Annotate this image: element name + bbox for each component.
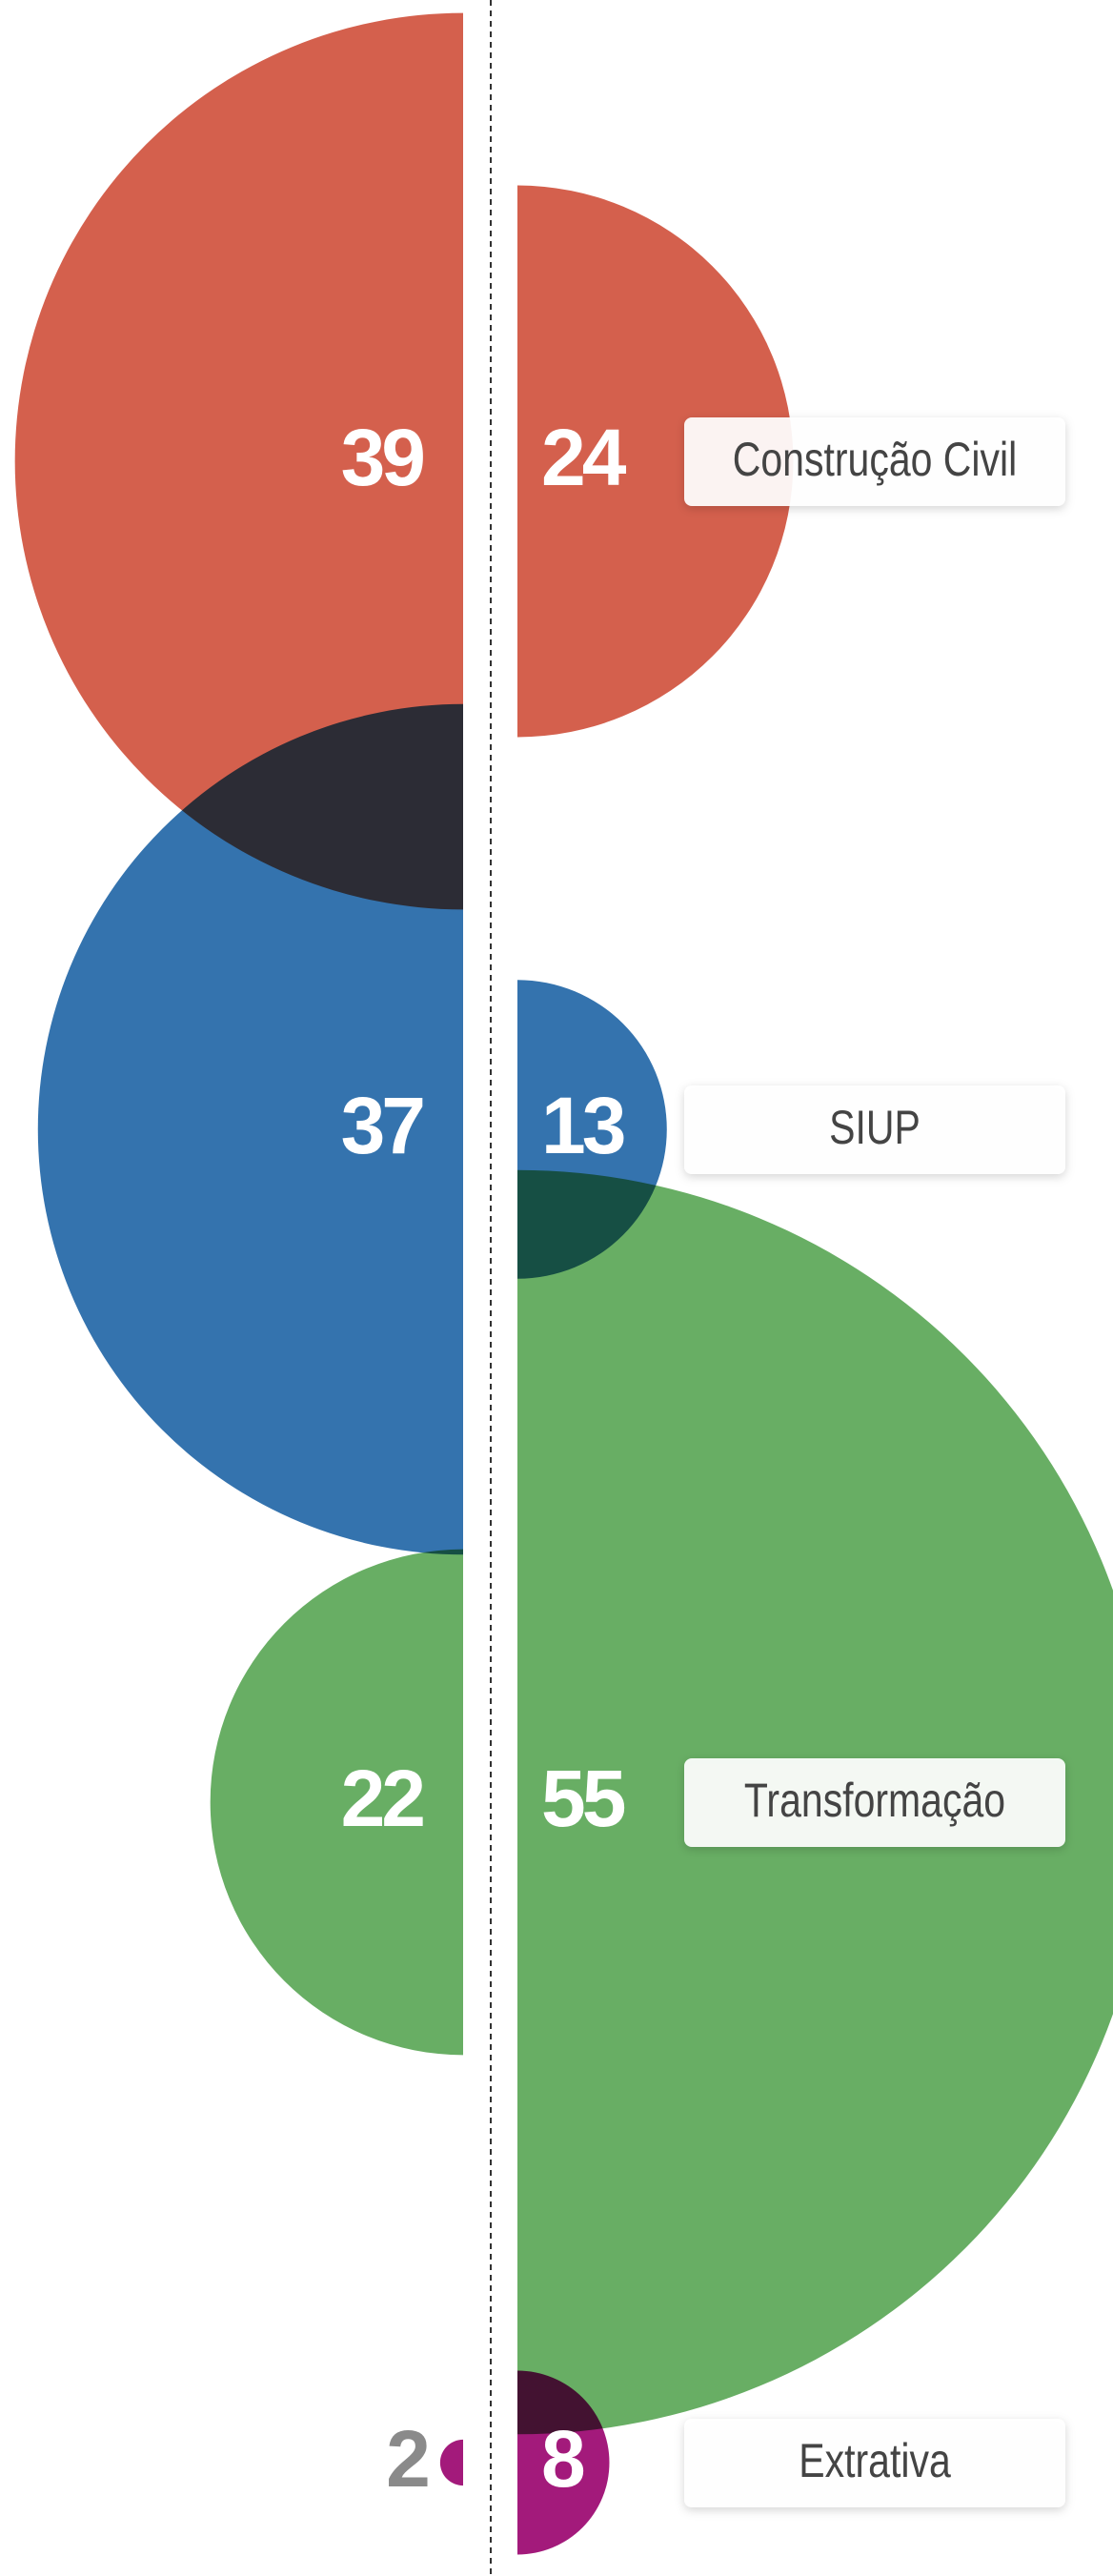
value-label-left: 2 — [386, 2414, 428, 2504]
bubbles — [0, 13, 1113, 2555]
value-label-left: 39 — [341, 413, 424, 502]
category-label: Construção Civil — [733, 433, 1017, 486]
value-label-right: 8 — [541, 2414, 584, 2504]
page: 39 24 Construção Civil 37 13 SIUP 22 55 Transfor… — [0, 0, 1113, 2576]
bubble-left — [440, 2440, 486, 2485]
chart: 39 24 Construção Civil 37 13 SIUP 22 55 Transfor… — [0, 0, 1113, 2576]
value-label-right: 24 — [541, 413, 627, 502]
value-label-left: 22 — [341, 1754, 424, 1843]
value-label-right: 13 — [541, 1081, 624, 1170]
value-label-right: 55 — [541, 1754, 625, 1843]
category-label: Transformação — [744, 1774, 1005, 1827]
value-label-left: 37 — [341, 1081, 424, 1170]
category-label: SIUP — [829, 1101, 921, 1154]
category-label: Extrativa — [799, 2434, 951, 2487]
